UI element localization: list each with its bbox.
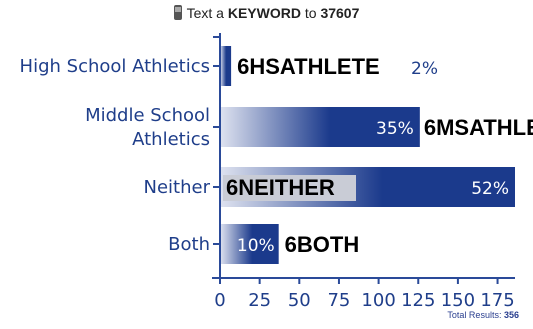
category-label-0: High School Athletics	[20, 56, 210, 77]
category-label-1: Middle School	[85, 105, 210, 126]
header-middle: to	[304, 5, 317, 21]
x-tick-label-7: 175	[480, 290, 514, 311]
x-tick-label-1: 25	[248, 290, 271, 311]
bar-0	[220, 46, 232, 86]
percent-label-3: 10%	[237, 236, 275, 256]
x-tick-label-0: 0	[214, 290, 225, 311]
total-results: Total Results: 356	[447, 310, 519, 320]
keyword-label-1-group: 6MSATHLETE	[424, 115, 533, 140]
header-number: 37607	[320, 5, 360, 21]
keyword-label-2: 6NEITHER	[226, 175, 335, 200]
keyword-label-1: 6MSATHLETE	[424, 115, 533, 140]
category-label-2: Neither	[144, 177, 211, 198]
header-keyword-word: KEYWORD	[227, 5, 301, 21]
keyword-label-0-group: 6HSATHLETE	[237, 54, 380, 79]
x-tick-label-2: 50	[288, 290, 311, 311]
keyword-label-3-group: 6BOTH	[285, 232, 360, 257]
percent-label-2: 52%	[471, 179, 509, 199]
bar-3	[220, 224, 279, 264]
x-tick-label-5: 125	[401, 290, 435, 311]
x-tick-label-6: 150	[441, 290, 475, 311]
instruction-header: Text a KEYWORD to 37607	[0, 5, 533, 21]
header-prefix: Text a	[186, 5, 224, 21]
keyword-label-2-group: 6NEITHER	[223, 175, 356, 201]
x-tick-label-3: 75	[327, 290, 350, 311]
bar-1	[220, 107, 420, 147]
category-label-1: Athletics	[132, 129, 210, 150]
category-label-3: Both	[168, 234, 210, 255]
total-results-value: 356	[503, 310, 519, 320]
keyword-label-3: 6BOTH	[285, 232, 360, 257]
phone-icon	[173, 5, 182, 20]
total-results-label: Total Results:	[447, 310, 502, 320]
keyword-label-2-box	[223, 175, 356, 201]
keyword-label-0: 6HSATHLETE	[237, 54, 380, 79]
x-tick-label-4: 100	[361, 290, 395, 311]
percent-label-0: 2%	[411, 59, 438, 79]
percent-label-1: 35%	[376, 119, 414, 139]
